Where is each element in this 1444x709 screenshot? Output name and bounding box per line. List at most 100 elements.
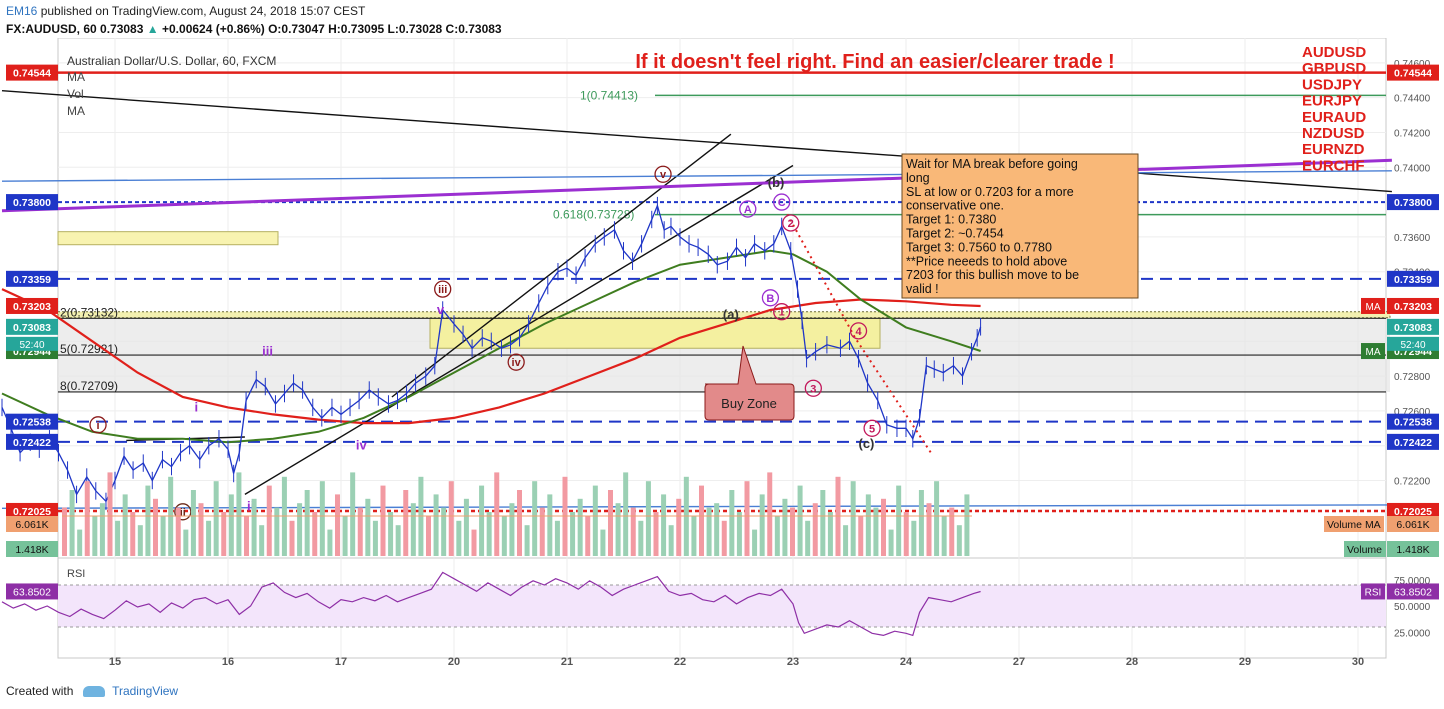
- volume-bar: [342, 516, 348, 556]
- chart-canvas[interactable]: 0.746000.744000.742000.740000.736000.734…: [0, 38, 1444, 682]
- volume-bar: [729, 490, 735, 556]
- buy-zone-label: Buy Zone: [721, 396, 777, 411]
- x-tick-label: 20: [448, 656, 460, 668]
- volume-bar: [312, 512, 318, 556]
- volume-bar: [585, 516, 591, 556]
- volume-bar: [676, 498, 682, 556]
- volume-bar: [790, 507, 795, 556]
- rsi-value-tag: [1387, 583, 1439, 600]
- watchlist-symbol: EURJPY: [1302, 93, 1362, 110]
- volume-bar: [456, 520, 462, 556]
- volume-bar: [153, 498, 158, 556]
- x-tick-label: 30: [1352, 656, 1364, 668]
- price-label-tag: [1387, 270, 1439, 287]
- price-label-text-left: 0.72025: [13, 506, 51, 518]
- volume-bar: [145, 485, 151, 556]
- volume-tag-left: [6, 541, 58, 557]
- volume-bar: [190, 490, 196, 556]
- volume-bar: [69, 490, 75, 556]
- volume-bar: [767, 472, 773, 556]
- trendline: [1, 158, 1392, 213]
- price-label-text: 0.73083: [1394, 322, 1432, 334]
- volume-bar: [410, 503, 416, 556]
- wave-label: 5: [869, 423, 875, 435]
- wave-label: v: [660, 169, 667, 181]
- trendline: [391, 133, 732, 398]
- chart-title: If it doesn't feel right. Find an easier…: [635, 51, 1114, 73]
- analysis-note-line: valid !: [906, 282, 939, 296]
- wave-label: ii: [247, 499, 254, 514]
- volume-bar: [122, 494, 128, 556]
- volume-bar: [228, 494, 234, 556]
- y-tick-label: 0.74600: [1394, 59, 1431, 70]
- volume-bar: [896, 485, 902, 556]
- price-label-tag: [1387, 502, 1439, 519]
- publish-line: EM16 published on TradingView.com, Augus…: [6, 4, 365, 18]
- volume-bar: [554, 520, 560, 556]
- x-tick-label: 21: [561, 656, 573, 668]
- analysis-note-line: **Price neeeds to hold above: [906, 254, 1067, 268]
- rsi-line: [1, 571, 981, 637]
- wave-label-circle: [849, 322, 868, 340]
- tradingview-logo-icon: [82, 686, 105, 698]
- rsi-band: [58, 585, 1386, 627]
- wave-label: ii: [180, 507, 186, 519]
- price-label-text-left: 0.72538: [13, 417, 51, 429]
- wave-label: iv: [356, 438, 368, 453]
- analysis-note-line: SL at low or 0.7203 for a more: [906, 185, 1074, 199]
- ma-tag: [1361, 297, 1385, 314]
- wave-label-circle: [89, 416, 107, 434]
- wave-label: B: [766, 293, 774, 305]
- volume-bar: [752, 529, 758, 556]
- volume-bar: [653, 512, 659, 556]
- volume-bar: [903, 512, 909, 556]
- volume-bar: [706, 507, 712, 556]
- volume-bar: [517, 490, 522, 556]
- y-tick-label: 0.73600: [1394, 233, 1431, 244]
- volume-bar: [608, 490, 613, 556]
- watchlist-symbol: EURCHF: [1302, 157, 1365, 174]
- wave-label: C: [778, 197, 786, 209]
- volume-bar: [327, 529, 333, 556]
- volume-bar: [463, 498, 469, 556]
- wave-label-circle: [761, 289, 780, 307]
- watchlist-symbol: USDJPY: [1302, 76, 1362, 93]
- countdown-tag-left: [6, 336, 58, 351]
- author-link[interactable]: EM16: [6, 4, 38, 18]
- up-arrow-icon: ▲: [146, 22, 159, 36]
- price-label-tag: [1387, 413, 1439, 430]
- tradingview-link[interactable]: TradingView: [112, 684, 179, 698]
- volume-bar: [441, 507, 447, 556]
- analysis-note-line: Target 2: ~0.7454: [906, 227, 1004, 241]
- volume-bar: [524, 525, 530, 556]
- volume-tag-left-text: 6.061K: [15, 519, 48, 531]
- last-price: 0.73083: [100, 22, 144, 36]
- volume-bar: [714, 503, 720, 556]
- volume-bar: [251, 498, 257, 556]
- rsi-tick-label: 50.0000: [1394, 602, 1431, 613]
- price-label-tag-left: [6, 270, 58, 287]
- price-pane: [57, 38, 1387, 559]
- volume-bar: [865, 494, 871, 556]
- wave-label: A: [744, 204, 752, 216]
- volume-bar: [433, 494, 439, 556]
- price-change: +0.00624 (+0.86%): [162, 22, 265, 36]
- volume-bar: [274, 507, 280, 556]
- price-label-text-left: 0.73800: [13, 197, 51, 209]
- rsi-tick-label: 25.0000: [1394, 628, 1431, 639]
- countdown-tag: [1387, 336, 1439, 351]
- fib-target-label: 1(0.74413): [580, 88, 638, 102]
- price-label-tag-left: [6, 194, 58, 211]
- volume-bar: [471, 529, 477, 556]
- rsi-value-text: 63.8502: [1394, 586, 1432, 598]
- price-label-text-left: 0.73359: [13, 274, 51, 286]
- analysis-note-box: [901, 153, 1139, 299]
- price-label-text-left: 0.73083: [13, 322, 51, 334]
- wave-label: v: [437, 302, 445, 317]
- price-label-text: 0.73203: [1394, 301, 1432, 313]
- volume-bar: [820, 490, 826, 556]
- x-tick-label: 29: [1239, 656, 1251, 668]
- y-tick-label: 0.74000: [1394, 163, 1431, 174]
- x-tick-label: 22: [674, 656, 686, 668]
- volume-bar: [615, 503, 621, 556]
